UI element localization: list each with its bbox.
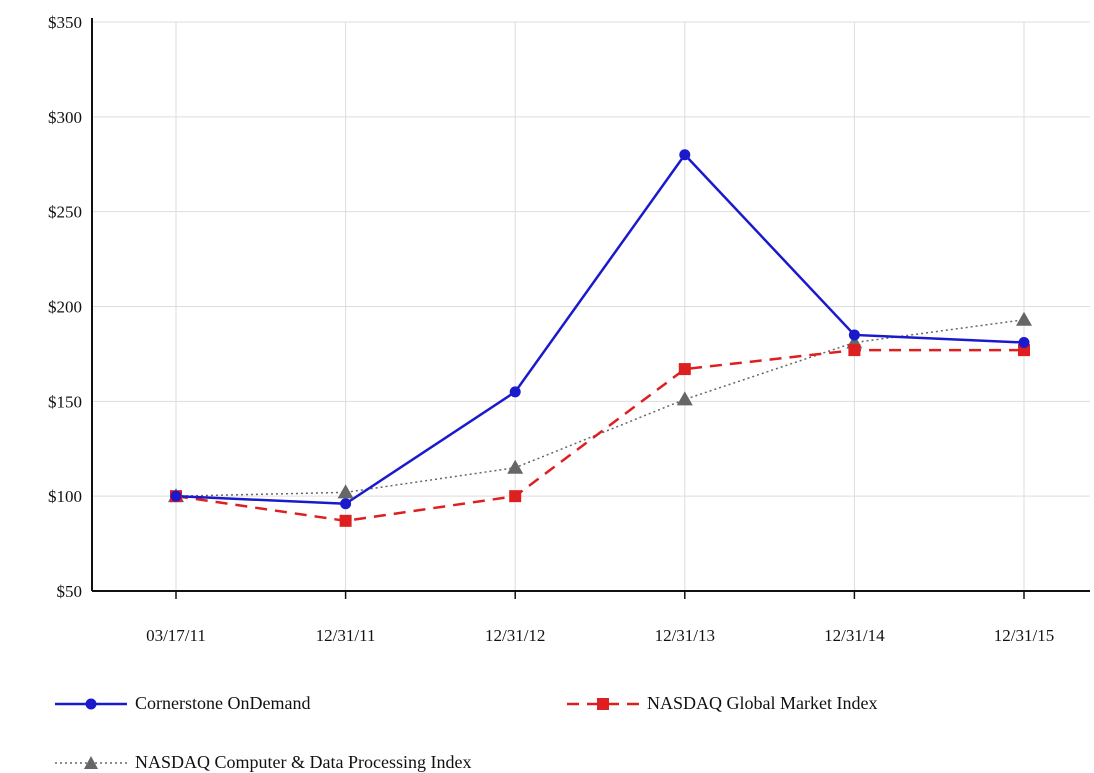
data-point-circle: [848, 329, 860, 341]
legend-item-nasdaq-global: NASDAQ Global Market Index: [567, 693, 877, 714]
x-tick-label: 12/31/12: [485, 626, 545, 645]
series-line-2: [175, 319, 1025, 497]
y-tick-labels: $50 $100 $150 $200 $250 $300 $350: [48, 13, 82, 601]
x-tick-label: 12/31/13: [655, 626, 715, 645]
legend-item-nasdaq-computer: NASDAQ Computer & Data Processing Index: [55, 752, 471, 773]
grid: [92, 21, 1090, 591]
legend-label-cornerstone: Cornerstone OnDemand: [135, 693, 311, 713]
series-line-0: [175, 152, 1025, 506]
x-tick-label: 12/31/11: [316, 626, 376, 645]
legend-swatch-nasdaq-computer: [55, 755, 127, 769]
data-point-circle: [679, 149, 691, 161]
data-point-circle: [340, 498, 352, 510]
y-tick-label: $250: [48, 203, 82, 222]
data-point-triangle: [337, 484, 354, 499]
series-layer: [168, 149, 1032, 527]
y-tick-label: $200: [48, 298, 82, 317]
data-point-circle: [1018, 337, 1030, 349]
legend-swatch-nasdaq-global: [567, 697, 639, 710]
x-tick-label: 12/31/15: [994, 626, 1054, 645]
legend-label-nasdaq-computer: NASDAQ Computer & Data Processing Index: [135, 752, 472, 772]
data-point-triangle: [676, 391, 693, 406]
legend-item-cornerstone: Cornerstone OnDemand: [55, 693, 310, 714]
x-tick-label: 12/31/14: [824, 626, 885, 645]
y-tick-label: $100: [48, 487, 82, 506]
x-tick-label: 03/17/11: [146, 626, 206, 645]
legend-label-nasdaq-global: NASDAQ Global Market Index: [647, 693, 878, 713]
legend-swatch-cornerstone: [55, 698, 127, 709]
y-tick-label: $150: [48, 392, 82, 411]
series-line-1: [175, 348, 1024, 523]
x-tick-labels: 03/17/11 12/31/11 12/31/12 12/31/13 12/31/14…: [146, 626, 1054, 645]
line-chart: $50 $100 $150 $200 $250 $300 $350 03/17/11 12/3…: [48, 13, 1090, 645]
y-tick-label: $350: [48, 13, 82, 32]
data-point-square: [509, 490, 522, 503]
data-point-circle: [509, 386, 521, 398]
axes: [91, 18, 1090, 599]
y-tick-label: $50: [57, 582, 83, 601]
data-point-square: [678, 363, 691, 376]
y-tick-label: $300: [48, 108, 82, 127]
data-point-triangle: [1016, 311, 1032, 326]
data-point-circle: [170, 490, 182, 502]
data-point-square: [848, 344, 861, 357]
data-point-triangle: [507, 459, 524, 474]
data-point-square: [339, 514, 352, 527]
